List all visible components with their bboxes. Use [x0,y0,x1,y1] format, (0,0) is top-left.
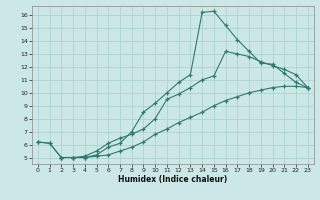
X-axis label: Humidex (Indice chaleur): Humidex (Indice chaleur) [118,175,228,184]
